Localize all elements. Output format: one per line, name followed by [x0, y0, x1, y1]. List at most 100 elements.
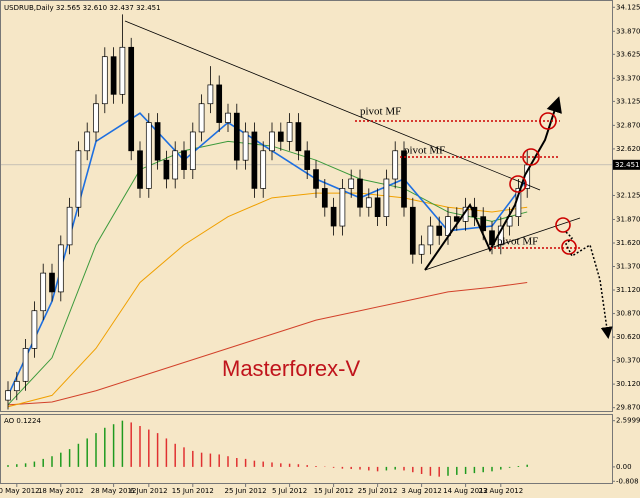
x-tick-label: 14 Aug 2012 [443, 487, 488, 495]
candle-body [480, 216, 487, 232]
candle-body [163, 159, 170, 180]
y-tick-label: 31.120 [616, 286, 640, 294]
y-tick-label: 33.870 [616, 27, 640, 35]
candle-body [93, 103, 99, 133]
y-tick-label: 34.125 [616, 3, 640, 11]
candle-body [40, 272, 47, 312]
trend-line [424, 217, 581, 271]
candle-body [225, 112, 231, 123]
drawings: pivot MF pivot MF pivot MF Masterforex-V… [4, 4, 613, 425]
y-tick-label: 30.120 [616, 380, 640, 388]
candle-body [313, 169, 319, 189]
x-tick-label: 3 Aug 2012 [401, 487, 441, 495]
y-tick-label: 30.620 [616, 333, 640, 341]
candle-body [392, 150, 399, 180]
candle-body [207, 84, 214, 105]
annotation: pivot MF [404, 145, 445, 157]
chart-title: USDRUB,Daily 32.565 32.610 32.437 32.451 [4, 4, 161, 12]
plot [1, 14, 612, 410]
y-tick-label: 32.620 [616, 145, 640, 153]
candle-body [233, 112, 240, 161]
y-tick-label: 30.370 [616, 357, 640, 365]
candle-body [198, 103, 205, 133]
candle-body [172, 150, 179, 180]
candle-body [31, 310, 38, 349]
candle-body [321, 188, 328, 208]
candle-body [295, 122, 302, 152]
candle-body [189, 131, 196, 170]
x-tick-label: 6 Jun 2012 [130, 487, 168, 495]
x-tick-label: 5 Jul 2012 [272, 487, 307, 495]
wave-arrow [424, 96, 562, 271]
candle-body [181, 150, 187, 170]
candle-body [216, 84, 223, 123]
indicator-frame [0, 414, 613, 484]
moving-average [7, 192, 528, 408]
y-tick-label: 33.625 [616, 50, 640, 58]
y-tick-label: 2.5999 [616, 417, 640, 425]
candle-body [154, 122, 161, 161]
y-tick-label: 31.870 [616, 215, 640, 223]
candle-body [348, 178, 355, 189]
candle-body [242, 131, 249, 161]
y-tick-label: 33.370 [616, 74, 640, 82]
candle-body [22, 348, 29, 382]
candle-body [251, 131, 258, 189]
y-tick-label: 0.00 [616, 463, 632, 471]
watermark: Masterforex-V [222, 356, 360, 381]
candle-body [110, 56, 117, 95]
candle-body [365, 197, 372, 208]
moving-average [7, 282, 528, 406]
y-tick-label: 31.620 [616, 239, 640, 247]
candle-body [374, 197, 381, 217]
candle-body [269, 131, 275, 152]
candle-body [101, 56, 108, 105]
candle-body [145, 122, 152, 189]
moving-average [7, 112, 528, 396]
candle-body [401, 150, 407, 208]
y-tick-label: 31.370 [616, 263, 640, 271]
x-tick-label: 25 Jul 2012 [358, 487, 398, 495]
candle-body [339, 188, 346, 227]
candle-body [13, 380, 20, 392]
indicator-title: AO 0.1224 [4, 417, 41, 425]
x-tick-label: 28 May 2012 [91, 487, 137, 495]
candle-body [57, 244, 64, 293]
candle-body [383, 178, 390, 217]
x-tick-label: 25 Jun 2012 [225, 487, 267, 495]
last-price-box [613, 159, 640, 170]
candle-body [286, 122, 293, 142]
candle-body [260, 150, 267, 189]
candle-body [128, 46, 135, 152]
last-price-label: 32.451 [615, 161, 640, 169]
y-tick-label: -0.808 [616, 477, 639, 485]
trend-line [124, 20, 541, 191]
y-tick-label: 30.870 [616, 310, 640, 318]
y-tick-label: 33.125 [616, 97, 640, 105]
main-frame [0, 0, 613, 412]
x-tick-label: 15 Jul 2012 [314, 487, 354, 495]
candle-body [418, 244, 425, 255]
candle-body [119, 46, 126, 95]
candle-body [49, 272, 55, 293]
y-tick-label: 32.870 [616, 121, 640, 129]
x-tick-label: 18 May 2012 [38, 487, 84, 495]
y-tick-label: 29.870 [616, 404, 640, 412]
candle-body [330, 206, 337, 227]
x-tick-label: 23 Aug 2012 [478, 487, 523, 495]
candle-body [277, 131, 284, 142]
annotation: pivot MF [497, 236, 538, 248]
candle-body [137, 150, 143, 189]
candle-body [357, 178, 363, 208]
annotation: pivot MF [360, 106, 401, 118]
x-tick-label: 15 Jun 2012 [172, 487, 214, 495]
y-tick-label: 32.125 [616, 191, 640, 199]
candle-body [436, 225, 443, 236]
candle-body [75, 150, 82, 208]
candle-body [427, 225, 434, 246]
candle-body [409, 206, 416, 255]
forecast-arrow [565, 231, 613, 339]
candle-body [304, 150, 311, 170]
candle-body [84, 131, 91, 152]
